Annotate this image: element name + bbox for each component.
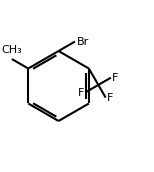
Text: F: F: [112, 73, 118, 83]
Text: F: F: [78, 88, 85, 98]
Text: F: F: [107, 93, 113, 103]
Text: CH₃: CH₃: [2, 45, 22, 55]
Text: Br: Br: [76, 36, 89, 47]
